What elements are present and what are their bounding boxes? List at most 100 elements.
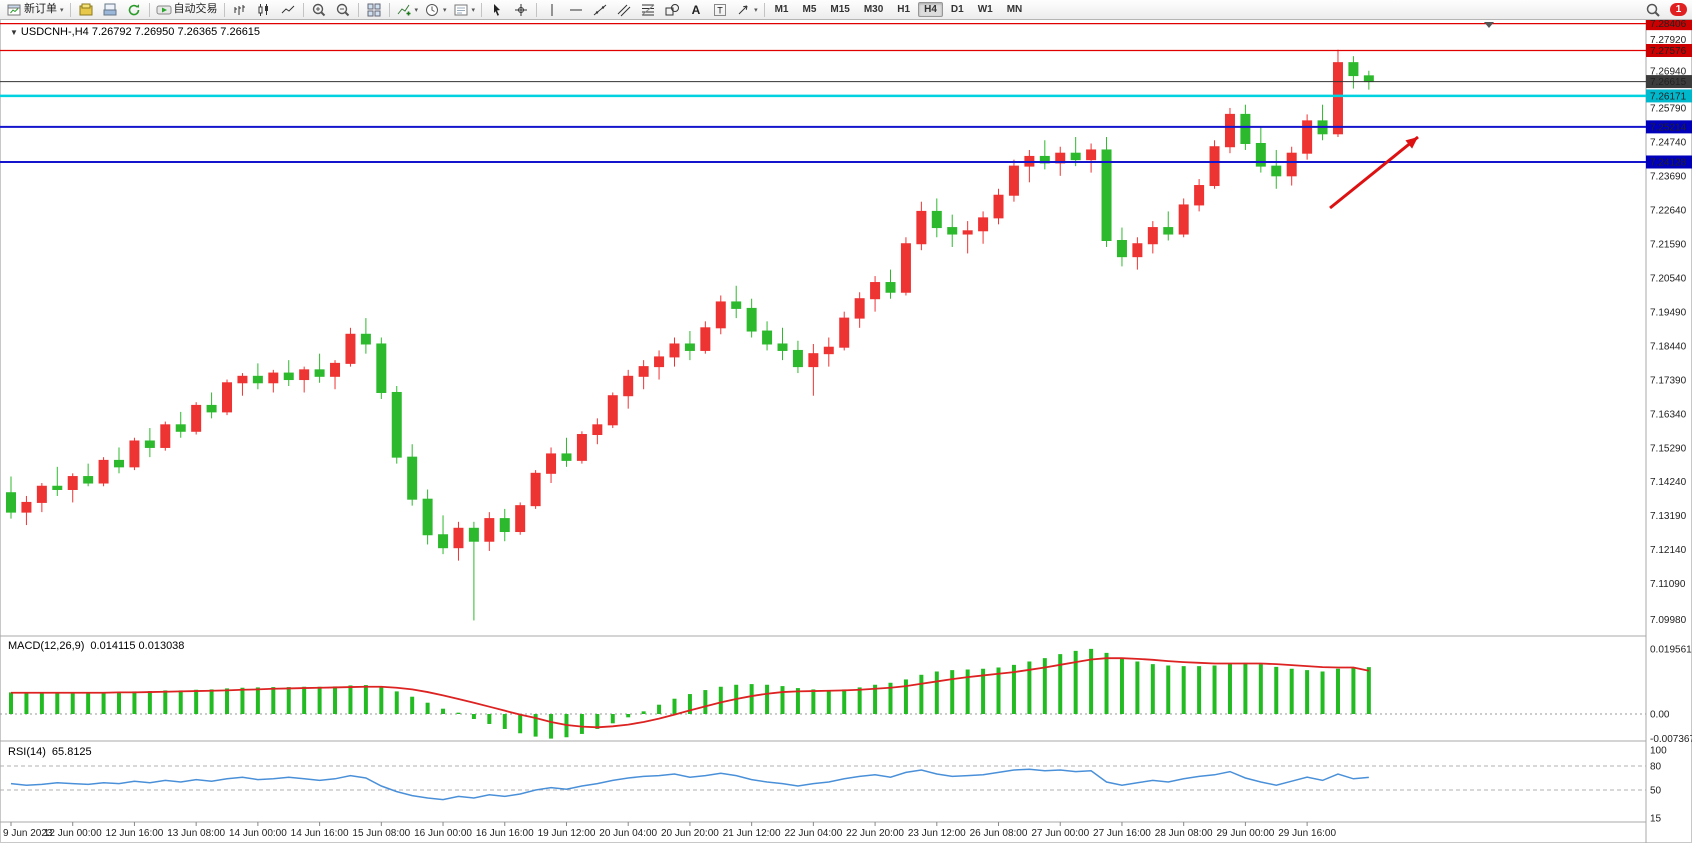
- autotrading-button-label: 自动交易: [173, 3, 218, 15]
- price-axis-label: 7.11090: [1650, 579, 1686, 590]
- arrows-button[interactable]: ▾: [732, 0, 761, 19]
- shapes-icon: [665, 3, 680, 15]
- candlestick-chart-button[interactable]: [252, 0, 276, 19]
- tile-windows-button[interactable]: [362, 0, 386, 19]
- template-icon: [454, 4, 468, 15]
- text-button[interactable]: A: [684, 0, 708, 19]
- indicator-add-icon: [397, 4, 411, 15]
- timeframe-d1-button[interactable]: D1: [950, 4, 964, 15]
- price-badge-label: 7.26171: [1650, 91, 1687, 102]
- price-axis-label: 7.21590: [1650, 240, 1687, 251]
- timeframe-mn-button[interactable]: MN: [1006, 4, 1023, 15]
- toolbar-separator: [536, 2, 538, 17]
- data-window-button[interactable]: [98, 0, 122, 19]
- timeframe-m1-button[interactable]: M1: [774, 4, 789, 15]
- time-axis-label: 29 Jun 16:00: [1278, 828, 1336, 839]
- textA-icon: A: [692, 3, 701, 17]
- trendline-button[interactable]: [588, 0, 612, 19]
- timeframe-m15-button[interactable]: M15: [830, 4, 850, 15]
- price-axis-label: 7.27920: [1650, 35, 1687, 46]
- toolbar-separator: [148, 2, 150, 17]
- zoom-in-icon: [312, 3, 325, 16]
- timeframe-h4-button[interactable]: H4: [918, 2, 943, 17]
- zoom-out-button[interactable]: [331, 0, 355, 19]
- equidistant-channel-button[interactable]: [612, 0, 636, 19]
- price-axis-label: 7.24740: [1650, 138, 1687, 149]
- time-axis-label: 12 Jun 00:00: [44, 828, 102, 839]
- rsi-axis-label: 50: [1650, 786, 1662, 797]
- autotrading-button[interactable]: 自动交易: [153, 0, 221, 19]
- chart-area[interactable]: 7.27920 7.26940 7.25790 7.24740 7.23690 7.226…: [0, 19, 1692, 843]
- fibo-icon: [641, 4, 655, 15]
- time-axis-label: 20 Jun 20:00: [661, 828, 719, 839]
- price-badge-label: 7.25214: [1650, 122, 1687, 133]
- periods-button[interactable]: ▾: [421, 0, 450, 19]
- macd-indicator-label: MACD(12,26,9) 0.014115 0.013038: [8, 640, 184, 652]
- rsi-line: [10, 768, 1369, 801]
- templates-button[interactable]: ▾: [450, 0, 479, 19]
- refresh-button[interactable]: [122, 0, 146, 19]
- textT-icon: T: [714, 3, 727, 16]
- collapse-icon[interactable]: ▼: [10, 28, 18, 37]
- zoom-in-button[interactable]: [307, 0, 331, 19]
- price-axis: 7.27920 7.26940 7.25790 7.24740 7.23690 7.226…: [1646, 19, 1692, 626]
- price-badge-label: 7.28406: [1650, 19, 1687, 30]
- crosshair-button[interactable]: [509, 0, 533, 19]
- indicators-button[interactable]: ▾: [393, 0, 422, 19]
- price-badge: [1646, 120, 1692, 134]
- timeframe-m5-button[interactable]: M5: [802, 4, 817, 15]
- macd-pane: 0.019561 0.00 -0.007367: [0, 644, 1692, 745]
- macd-name: MACD(12,26,9): [8, 640, 85, 652]
- clock-icon: [426, 3, 439, 16]
- timeframe-m30-button[interactable]: M30: [863, 4, 884, 15]
- price-badge-label: 7.24128: [1650, 157, 1687, 168]
- magnifier-icon: [1646, 3, 1660, 17]
- ohlc-values: 7.26792 7.26950 7.26365 7.26615: [91, 26, 261, 38]
- time-axis-label: 28 Jun 08:00: [1155, 828, 1213, 839]
- horizontal-line-button[interactable]: [564, 0, 588, 19]
- price-badge: [1646, 43, 1692, 57]
- chart-shift-marker[interactable]: [1484, 22, 1494, 28]
- price-axis-label: 7.12140: [1650, 545, 1687, 556]
- line-chart-button[interactable]: [276, 0, 300, 19]
- shapes-button[interactable]: [660, 0, 684, 19]
- notification-badge[interactable]: 1: [1670, 3, 1687, 16]
- timeframe-w1-button[interactable]: W1: [977, 4, 993, 15]
- new-order-button[interactable]: 新订单 ▾: [3, 0, 67, 19]
- price-axis-label: 7.17390: [1650, 375, 1687, 386]
- candlestick-series: [6, 49, 1374, 621]
- market-watch-button[interactable]: [74, 0, 98, 19]
- price-badge: [1646, 89, 1692, 103]
- rsi-axis-label: 15: [1650, 814, 1662, 825]
- macd-signal-line: [11, 657, 1370, 729]
- fibonacci-button[interactable]: [636, 0, 660, 19]
- time-axis-label: 14 Jun 00:00: [229, 828, 287, 839]
- time-axis-label: 16 Jun 00:00: [414, 828, 472, 839]
- rsi-value: 65.8125: [51, 746, 92, 758]
- arrow-tool-icon: [738, 5, 748, 14]
- price-axis-label: 7.09980: [1650, 615, 1687, 626]
- price-axis-label: 7.18440: [1650, 341, 1687, 352]
- search-button[interactable]: [1641, 0, 1665, 19]
- macd-axis-label: 0.019561: [1650, 644, 1692, 655]
- vertical-line-button[interactable]: [540, 0, 564, 19]
- time-axis-label: 27 Jun 16:00: [1093, 828, 1151, 839]
- text-label-button[interactable]: T: [708, 0, 732, 19]
- price-axis-label: 7.16340: [1650, 409, 1687, 420]
- price-lines: [0, 23, 1646, 163]
- cursor-icon: [494, 3, 501, 16]
- blue-panel-icon: [103, 3, 117, 15]
- time-axis-label: 29 Jun 00:00: [1216, 828, 1274, 839]
- bar-chart-button[interactable]: [228, 0, 252, 19]
- rsi-indicator-label: RSI(14) 65.8125: [8, 746, 92, 758]
- macd-values: 0.014115 0.013038: [90, 640, 185, 652]
- time-axis-label: 9 Jun 2023: [3, 828, 53, 839]
- price-axis-label: 7.26940: [1650, 67, 1687, 78]
- trend-arrow-annotation[interactable]: [1329, 135, 1419, 210]
- timeframe-h1-button[interactable]: H1: [897, 4, 911, 15]
- price-axis-label: 7.25790: [1650, 104, 1687, 115]
- macd-histogram: [9, 648, 1371, 739]
- cursor-button[interactable]: [485, 0, 509, 19]
